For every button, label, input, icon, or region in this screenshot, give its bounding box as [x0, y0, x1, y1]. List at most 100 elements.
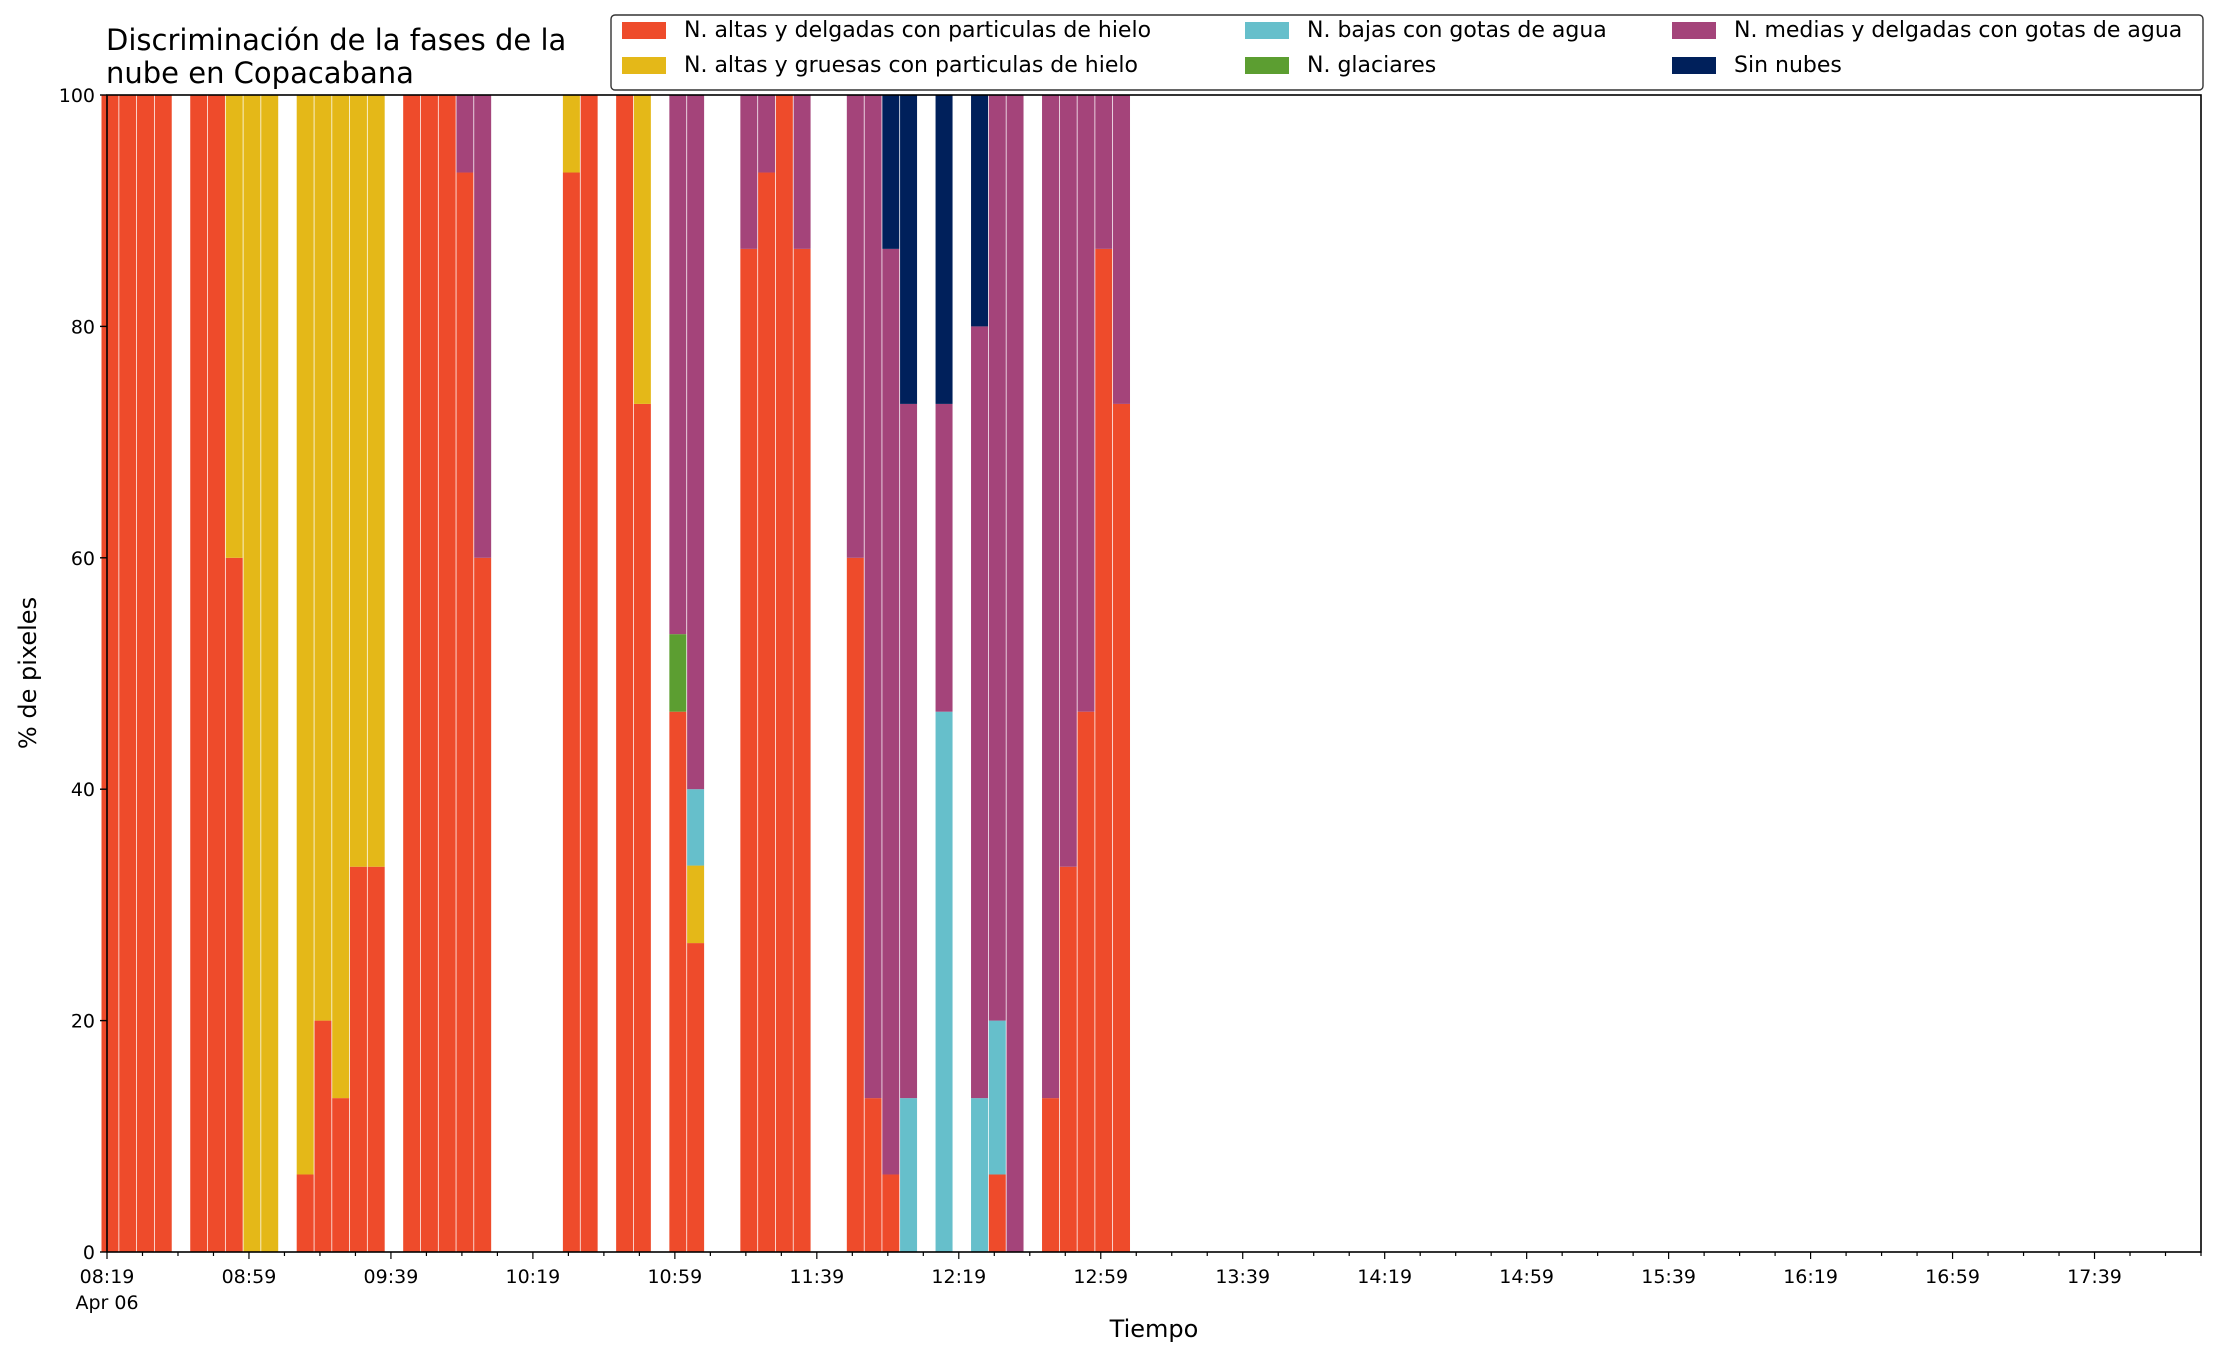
bar-segment	[935, 95, 953, 404]
bar-stack-0844	[190, 95, 208, 1252]
bar-stack-0904	[261, 95, 279, 1252]
bar-segment	[296, 95, 314, 1175]
bar-segment	[296, 1174, 314, 1252]
bar-stack-1214	[935, 95, 953, 1252]
bar-stack-1004	[474, 95, 492, 1252]
bar-segment	[154, 95, 172, 1252]
bar-segment	[349, 95, 367, 867]
bar-segment	[882, 95, 900, 249]
bar-stack-0834	[154, 95, 172, 1252]
legend-swatch	[1245, 57, 1289, 74]
bar-segment	[988, 95, 1006, 1021]
bar-segment	[474, 557, 492, 1252]
bar-segment	[1006, 95, 1024, 1252]
bar-stack-0934	[367, 95, 385, 1252]
legend-swatch	[1672, 57, 1716, 74]
y-axis: 0 20 40 60 80 100	[59, 85, 107, 1264]
bar-segment	[1113, 403, 1131, 1252]
x-tick-label: 10:19	[506, 1266, 561, 1288]
legend-label: Sin nubes	[1734, 53, 1842, 78]
x-tick-date-label: Apr 06	[75, 1292, 138, 1314]
bar-segment	[935, 711, 953, 1252]
legend-frame	[610, 14, 2204, 91]
x-tick-label: 08:59	[222, 1266, 277, 1288]
x-tick-label: 11:39	[789, 1266, 844, 1288]
bar-segment	[1113, 95, 1131, 404]
bar-segment	[562, 172, 580, 1252]
bar-stack-0954	[438, 95, 456, 1252]
bar-segment	[101, 95, 119, 1252]
bar-segment	[633, 403, 651, 1252]
bar-stack-0849	[207, 95, 225, 1252]
legend: N. altas y delgadas con particulas de hi…	[610, 14, 2204, 91]
bar-segment	[261, 95, 279, 1252]
legend-swatch	[622, 22, 666, 39]
bar-segment	[988, 1020, 1006, 1175]
bar-segment	[580, 95, 598, 1252]
bar-segment	[332, 1098, 350, 1252]
x-tick-label: 09:39	[364, 1266, 419, 1288]
y-tick-label: 80	[71, 316, 95, 338]
bar-stack-1159	[882, 95, 900, 1252]
bar-segment	[456, 95, 474, 173]
bar-segment	[864, 1098, 882, 1252]
x-axis-label: Tiempo	[1109, 1315, 1199, 1343]
bar-stack-1049	[633, 95, 651, 1252]
bar-stack-0829	[136, 95, 154, 1252]
chart-title-line-2: nube en Copacabana	[106, 56, 414, 90]
bar-segment	[562, 95, 580, 173]
bar-segment	[136, 95, 154, 1252]
bar-segment	[900, 95, 918, 404]
bar-segment	[314, 1020, 332, 1252]
bar-stack-1029	[562, 95, 580, 1252]
bar-segment	[687, 95, 705, 790]
bar-stack-0949	[420, 95, 438, 1252]
bar-stack-1119	[740, 95, 758, 1252]
x-axis: 08:19 Apr 06 08:59 09:39 10:19 10:59 11:39 12:1…	[75, 1252, 2202, 1314]
bar-segment	[119, 95, 137, 1252]
bar-segment	[225, 557, 243, 1252]
y-axis-label: % de pixeles	[14, 597, 42, 749]
bar-segment	[1077, 95, 1095, 712]
bar-segment	[846, 557, 864, 1252]
bar-segment	[758, 95, 776, 173]
bar-stack-1244	[1042, 95, 1060, 1252]
bar-stack-1304	[1113, 95, 1131, 1252]
y-tick-label: 100	[59, 85, 95, 107]
bar-segment	[420, 95, 438, 1252]
x-tick-label: 13:39	[1215, 1266, 1270, 1288]
bar-stack-0944	[403, 95, 421, 1252]
bar-segment	[349, 866, 367, 1252]
bar-stack-1124	[758, 95, 776, 1252]
bar-segment	[207, 95, 225, 1252]
bar-segment	[243, 95, 261, 1252]
bar-stack-0929	[349, 95, 367, 1252]
bar-segment	[758, 172, 776, 1252]
bar-stack-0924	[332, 95, 350, 1252]
bar-stack-0914	[296, 95, 314, 1252]
bar-stack-0819	[101, 95, 119, 1252]
bar-stack-1259	[1095, 95, 1113, 1252]
bar-segment	[332, 95, 350, 1099]
bar-segment	[616, 95, 634, 1252]
bar-segment	[225, 95, 243, 558]
bar-segment	[669, 711, 687, 1252]
x-tick-label: 16:19	[1783, 1266, 1838, 1288]
bar-segment	[793, 95, 811, 249]
bar-stack-0919	[314, 95, 332, 1252]
bar-segment	[1077, 711, 1095, 1252]
bar-stack-1254	[1077, 95, 1095, 1252]
bar-stack-1249	[1059, 95, 1077, 1252]
bar-stack-0854	[225, 95, 243, 1252]
legend-swatch	[1672, 22, 1716, 39]
y-tick-label: 0	[83, 1242, 95, 1264]
bar-segment	[864, 95, 882, 1099]
bar-stack-1129	[775, 95, 793, 1252]
bar-stack-1059	[669, 95, 687, 1252]
bar-segment	[900, 403, 918, 1099]
y-tick-label: 20	[71, 1011, 95, 1033]
x-tick-label: 14:19	[1357, 1266, 1412, 1288]
bars-layer	[101, 95, 1131, 1252]
legend-label: N. altas y delgadas con particulas de hi…	[684, 18, 1151, 43]
bar-segment	[882, 248, 900, 1175]
